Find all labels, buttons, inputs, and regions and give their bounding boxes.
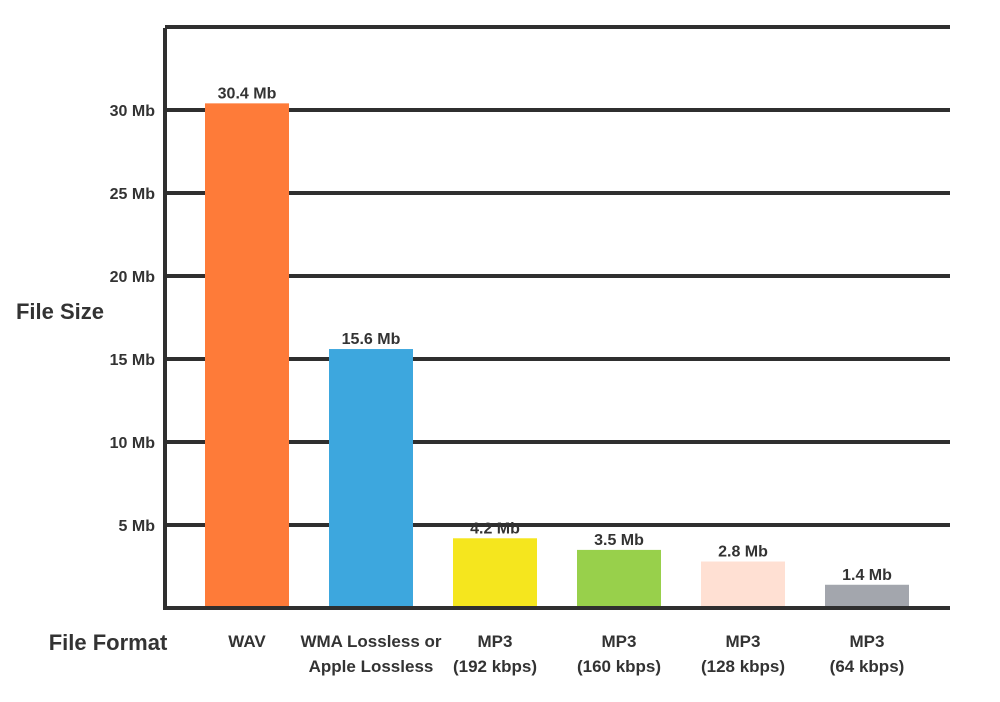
y-tick-label: 5 Mb	[119, 518, 156, 535]
bar	[577, 549, 661, 608]
y-tick-label: 10 Mb	[110, 435, 156, 452]
x-category-label: MP3	[850, 632, 885, 651]
x-category-label: (128 kbps)	[701, 657, 785, 676]
x-category-label: Apple Lossless	[309, 657, 434, 676]
data-label: 1.4 Mb	[842, 567, 892, 584]
data-label: 3.5 Mb	[594, 532, 644, 549]
y-axis-title: File Size	[16, 299, 104, 324]
data-label: 4.2 Mb	[470, 520, 520, 537]
x-category-label: (192 kbps)	[453, 657, 537, 676]
x-category-label: MP3	[726, 632, 761, 651]
axes	[163, 28, 950, 610]
x-category-label: (160 kbps)	[577, 657, 661, 676]
x-axis-title: File Format	[49, 630, 168, 655]
x-category-label: WAV	[228, 632, 266, 651]
bar	[453, 538, 537, 608]
bars	[205, 103, 909, 609]
y-tick-label: 20 Mb	[110, 269, 156, 286]
y-tick-label: 25 Mb	[110, 186, 156, 203]
y-tick-label: 15 Mb	[110, 352, 156, 369]
data-label: 2.8 Mb	[718, 544, 768, 561]
bar	[205, 103, 289, 609]
data-label: 15.6 Mb	[342, 331, 401, 348]
gridlines	[165, 25, 950, 527]
x-category-label: MP3	[602, 632, 637, 651]
y-tick-label: 30 Mb	[110, 103, 156, 120]
x-category-label: WMA Lossless or	[300, 632, 441, 651]
bar	[329, 349, 413, 608]
x-category-label: (64 kbps)	[830, 657, 905, 676]
x-category-label: MP3	[478, 632, 513, 651]
bar	[825, 584, 909, 608]
bar	[701, 561, 785, 608]
data-label: 30.4 Mb	[218, 85, 277, 102]
labels: 5 Mb 10 Mb 15 Mb 20 Mb 25 Mb 30 Mb 30.4 Mb WAV 1…	[110, 85, 905, 676]
